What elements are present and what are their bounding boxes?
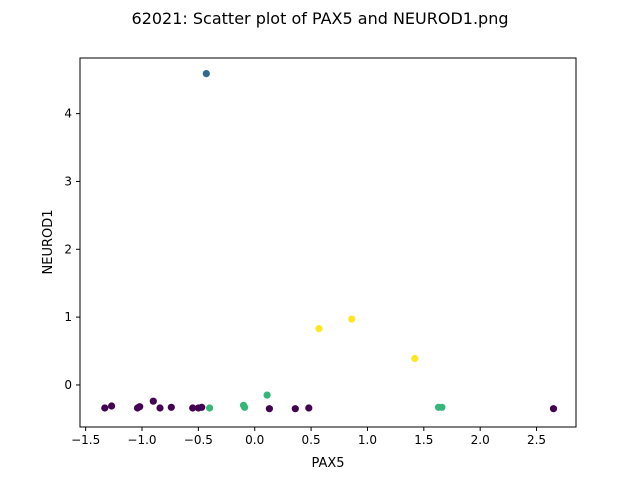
data-point bbox=[202, 70, 210, 78]
data-point bbox=[108, 402, 116, 410]
data-point bbox=[156, 404, 164, 412]
x-tick-label: −0.5 bbox=[184, 433, 213, 447]
data-point bbox=[348, 315, 356, 323]
x-tick-label: −1.0 bbox=[127, 433, 156, 447]
data-point bbox=[549, 405, 558, 413]
data-point bbox=[167, 403, 175, 411]
data-point bbox=[411, 354, 419, 363]
data-point bbox=[305, 404, 313, 412]
x-tick-label: 0.5 bbox=[302, 433, 321, 447]
y-tick-label: 1 bbox=[64, 310, 72, 324]
x-tick-label: 2.5 bbox=[527, 433, 546, 447]
chart-title: 62021: Scatter plot of PAX5 and NEUROD1.… bbox=[132, 9, 509, 28]
x-tick-label: 0.0 bbox=[245, 433, 264, 447]
data-point bbox=[315, 325, 323, 333]
x-tick-label: 1.5 bbox=[414, 433, 433, 447]
x-tick-label: −1.5 bbox=[71, 433, 100, 447]
x-tick-label: 2.0 bbox=[471, 433, 490, 447]
data-point bbox=[101, 404, 109, 412]
data-point bbox=[265, 405, 273, 413]
x-axis-label: PAX5 bbox=[311, 456, 344, 471]
data-point bbox=[241, 403, 249, 411]
data-point bbox=[438, 403, 446, 411]
y-tick-label: 2 bbox=[64, 242, 72, 256]
data-point bbox=[189, 404, 197, 412]
y-tick-label: 4 bbox=[64, 107, 72, 121]
x-tick-label: 1.0 bbox=[358, 433, 377, 447]
plot-area-frame bbox=[79, 57, 577, 428]
y-axis-ticks: 0 1 2 3 4 bbox=[64, 107, 80, 392]
y-tick-label: 3 bbox=[64, 174, 72, 188]
data-point bbox=[291, 405, 299, 413]
y-tick-label: 0 bbox=[64, 378, 72, 392]
points-layer bbox=[101, 70, 558, 413]
y-axis-label: NEUROD1 bbox=[41, 210, 56, 275]
x-axis-ticks: −1.5 −1.0 −0.5 0.0 0.5 1.0 1.5 2.0 2.5 bbox=[71, 427, 546, 447]
data-point bbox=[206, 404, 214, 412]
data-point bbox=[198, 403, 206, 411]
data-point bbox=[149, 397, 157, 405]
data-point bbox=[263, 391, 271, 399]
data-point bbox=[136, 403, 144, 411]
